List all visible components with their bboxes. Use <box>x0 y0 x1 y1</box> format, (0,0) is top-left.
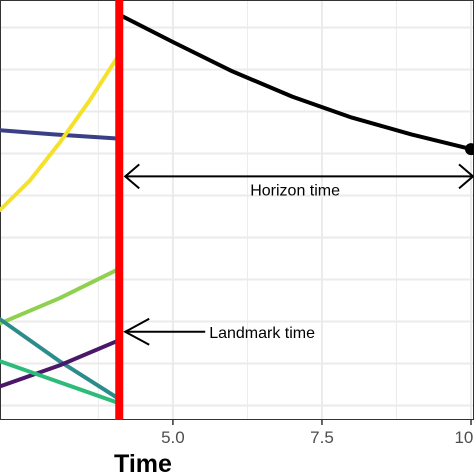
series-line-5 <box>0 338 122 389</box>
horizon-arrow-head-left <box>123 163 140 190</box>
series-line-4 <box>0 317 122 401</box>
series-line-1 <box>0 128 122 141</box>
x-tick-label: 5.0 <box>161 428 185 447</box>
landmark-time-label: Landmark time <box>209 325 315 342</box>
grid <box>0 0 474 420</box>
horizon-arrow-head-right <box>458 163 474 190</box>
x-axis: 5.0 7.5 10.0 <box>161 420 474 447</box>
annotations: Horizon time Landmark time <box>123 163 474 346</box>
series-line-6 <box>0 359 122 406</box>
series-line-7 <box>117 12 473 152</box>
horizon-time-label: Horizon time <box>250 182 340 199</box>
series-layer <box>0 12 474 406</box>
x-tick-label: 10.0 <box>454 428 474 447</box>
plot-panel <box>0 0 474 420</box>
series-end-point <box>465 143 474 156</box>
landmark-arrow-head <box>123 317 150 346</box>
series-line-2 <box>0 52 122 212</box>
series-line-3 <box>0 266 122 326</box>
x-axis-title: Time <box>114 450 172 474</box>
x-tick-label: 7.5 <box>310 428 334 447</box>
